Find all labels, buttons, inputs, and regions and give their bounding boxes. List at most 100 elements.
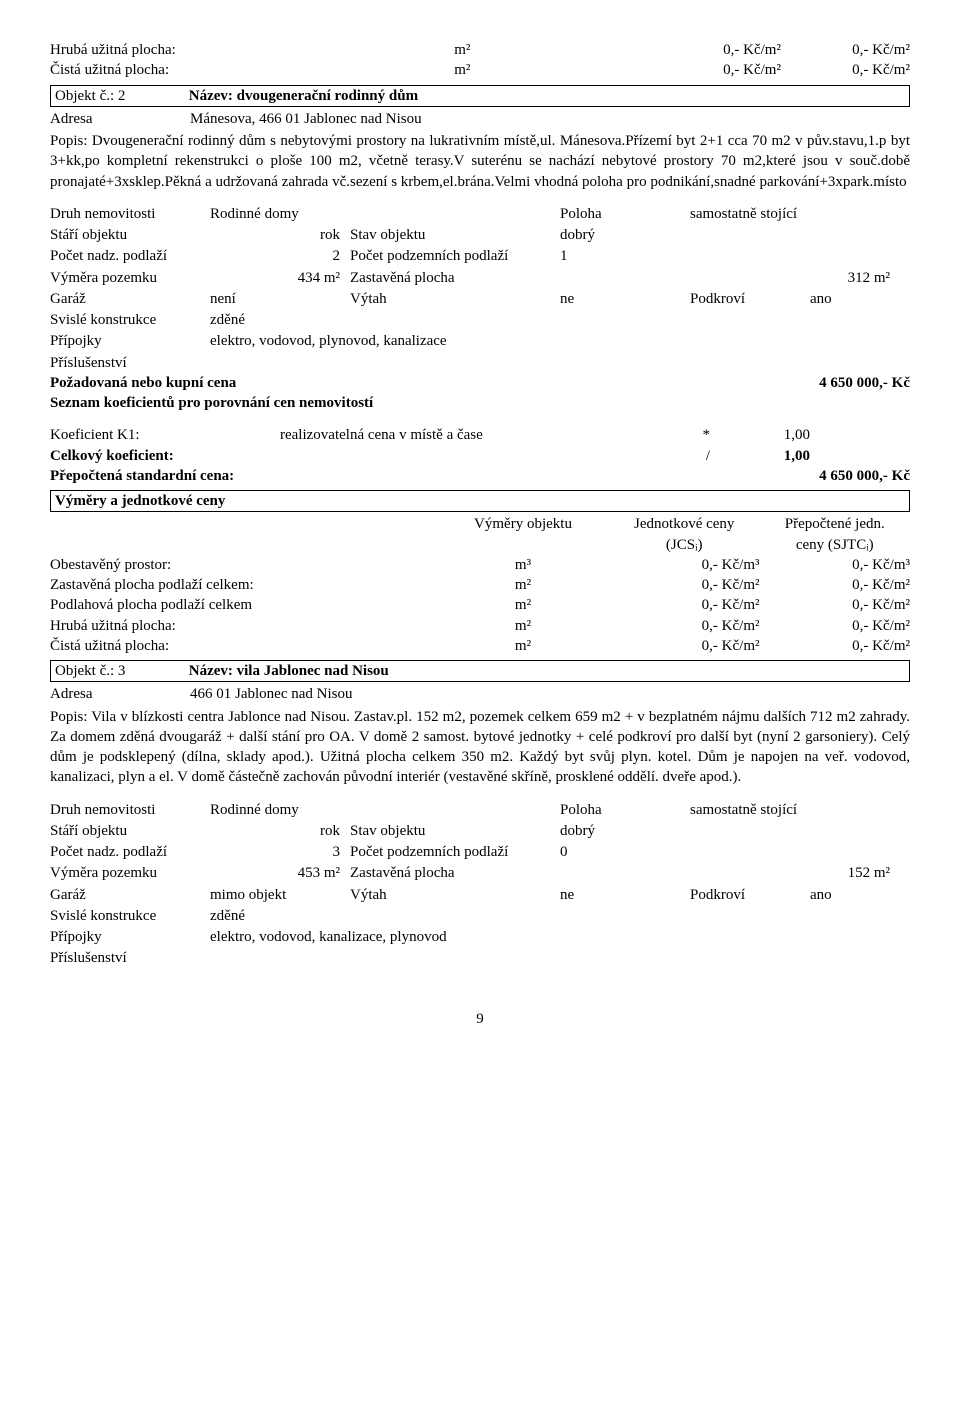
spec-label: Počet podzemních podlaží bbox=[350, 246, 560, 266]
spec-value: dobrý bbox=[560, 225, 690, 245]
spec-label: Přípojky bbox=[50, 927, 210, 947]
unit: m² bbox=[454, 60, 626, 80]
spec-label: Podkroví bbox=[690, 289, 810, 309]
m-a: 0,- Kč/m² bbox=[609, 616, 760, 636]
spec-value: Rodinné domy bbox=[210, 204, 350, 224]
measures-row: Zastavěná plocha podlaží celkem: m² 0,- … bbox=[50, 575, 910, 595]
k1-sym: * bbox=[650, 425, 710, 445]
objekt-2-popis: Popis: Dvougenerační rodinný dům s nebyt… bbox=[50, 131, 910, 192]
m-b: 0,- Kč/m³ bbox=[760, 555, 911, 575]
m-label: Podlahová plocha podlaží celkem bbox=[50, 595, 437, 615]
head-c2: ceny (SJTCᵢ) bbox=[760, 535, 911, 555]
spec-label: Výměra pozemku bbox=[50, 268, 210, 288]
spec-value: 434 m² bbox=[210, 268, 350, 288]
spec-value: 312 m² bbox=[810, 268, 890, 288]
m-a: 0,- Kč/m² bbox=[609, 575, 760, 595]
measures-row: Hrubá užitná plocha: m² 0,- Kč/m² 0,- Kč… bbox=[50, 616, 910, 636]
head-b2: (JCSᵢ) bbox=[609, 535, 760, 555]
spec-label: Počet podzemních podlaží bbox=[350, 842, 560, 862]
unit: m² bbox=[454, 40, 626, 60]
label: Hrubá užitná plocha: bbox=[50, 40, 454, 60]
spec-label: Zastavěná plocha bbox=[350, 268, 560, 288]
m-unit: m² bbox=[437, 616, 609, 636]
spec-value: ano bbox=[810, 289, 890, 309]
spec-label: Počet nadz. podlaží bbox=[50, 246, 210, 266]
m-a: 0,- Kč/m² bbox=[609, 595, 760, 615]
spec-value: ne bbox=[560, 885, 690, 905]
ck-val: 1,00 bbox=[710, 446, 810, 466]
adresa-label: Adresa bbox=[50, 684, 190, 704]
spec-label: Garáž bbox=[50, 289, 210, 309]
page-number: 9 bbox=[50, 1009, 910, 1029]
m-label: Čistá užitná plocha: bbox=[50, 636, 437, 656]
objekt-name: Název: vila Jablonec nad Nisou bbox=[189, 663, 389, 679]
objekt-2-price: Požadovaná nebo kupní cena 4 650 000,- K… bbox=[50, 373, 910, 393]
spec-label: Stav objektu bbox=[350, 821, 560, 841]
val-a: 0,- Kč/m² bbox=[626, 40, 781, 60]
top-line-2: Čistá užitná plocha: m² 0,- Kč/m² 0,- Kč… bbox=[50, 60, 910, 80]
spec-value: není bbox=[210, 289, 350, 309]
measures-row: Obestavěný prostor: m³ 0,- Kč/m³ 0,- Kč/… bbox=[50, 555, 910, 575]
top-lines: Hrubá užitná plocha: m² 0,- Kč/m² 0,- Kč… bbox=[50, 40, 910, 81]
spec-value: rok bbox=[210, 821, 350, 841]
m-unit: m² bbox=[437, 636, 609, 656]
objekt-3-adresa: Adresa 466 01 Jablonec nad Nisou bbox=[50, 684, 910, 704]
objekt-id: Objekt č.: 3 bbox=[55, 661, 185, 681]
objekt-2-adresa: Adresa Mánesova, 466 01 Jablonec nad Nis… bbox=[50, 109, 910, 129]
spec-value: 2 bbox=[210, 246, 350, 266]
spec-label: Poloha bbox=[560, 800, 690, 820]
m-a: 0,- Kč/m³ bbox=[609, 555, 760, 575]
spec-label: Druh nemovitosti bbox=[50, 204, 210, 224]
spec-label: Stáří objektu bbox=[50, 821, 210, 841]
spec-value: zděné bbox=[210, 310, 890, 330]
objekt-id: Objekt č.: 2 bbox=[55, 86, 185, 106]
spec-label: Zastavěná plocha bbox=[350, 863, 560, 883]
spec-label: Svislé konstrukce bbox=[50, 310, 210, 330]
objekt-3-header: Objekt č.: 3 Název: vila Jablonec nad Ni… bbox=[50, 660, 910, 682]
spec-label: Stáří objektu bbox=[50, 225, 210, 245]
spec-value: Rodinné domy bbox=[210, 800, 350, 820]
objekt-2-header: Objekt č.: 2 Název: dvougenerační rodinn… bbox=[50, 85, 910, 107]
spec-label: Přípojky bbox=[50, 331, 210, 351]
spec-label: Počet nadz. podlaží bbox=[50, 842, 210, 862]
spec-value: elektro, vodovod, kanalizace, plynovod bbox=[210, 927, 890, 947]
k1-val: 1,00 bbox=[710, 425, 810, 445]
objekt-2-measures-header: Výměry a jednotkové ceny bbox=[50, 490, 910, 512]
spec-value: dobrý bbox=[560, 821, 690, 841]
spec-value: mimo objekt bbox=[210, 885, 350, 905]
top-line-1: Hrubá užitná plocha: m² 0,- Kč/m² 0,- Kč… bbox=[50, 40, 910, 60]
spec-label: Svislé konstrukce bbox=[50, 906, 210, 926]
spec-value: 3 bbox=[210, 842, 350, 862]
m-label: Zastavěná plocha podlaží celkem: bbox=[50, 575, 437, 595]
spec-value: elektro, vodovod, plynovod, kanalizace bbox=[210, 331, 890, 351]
val-b: 0,- Kč/m² bbox=[781, 40, 910, 60]
m-label: Obestavěný prostor: bbox=[50, 555, 437, 575]
k1-label: Koeficient K1: bbox=[50, 425, 280, 445]
spec-label: Výtah bbox=[350, 885, 560, 905]
head-a: Výměry objektu bbox=[437, 514, 609, 534]
measures-row: Čistá užitná plocha: m² 0,- Kč/m² 0,- Kč… bbox=[50, 636, 910, 656]
spec-value: samostatně stojící bbox=[690, 204, 890, 224]
adresa-label: Adresa bbox=[50, 109, 190, 129]
m-b: 0,- Kč/m² bbox=[760, 636, 911, 656]
spec-label: Stav objektu bbox=[350, 225, 560, 245]
measures-head-2: (JCSᵢ) ceny (SJTCᵢ) bbox=[50, 535, 910, 555]
std-label: Přepočtená standardní cena: bbox=[50, 466, 234, 486]
spec-label: Podkroví bbox=[690, 885, 810, 905]
ck-label: Celkový koeficient: bbox=[50, 446, 280, 466]
objekt-2-koef: Koeficient K1: realizovatelná cena v mís… bbox=[50, 425, 910, 486]
head-c: Přepočtené jedn. bbox=[760, 514, 911, 534]
koef-std: Přepočtená standardní cena: 4 650 000,- … bbox=[50, 466, 910, 486]
val-a: 0,- Kč/m² bbox=[626, 60, 781, 80]
koef-k1: Koeficient K1: realizovatelná cena v mís… bbox=[50, 425, 910, 445]
ck-sym: / bbox=[650, 446, 710, 466]
measures-title: Výměry a jednotkové ceny bbox=[55, 493, 225, 509]
spec-value: 453 m² bbox=[210, 863, 350, 883]
spec-value: 0 bbox=[560, 842, 690, 862]
objekt-3-specs: Druh nemovitosti Rodinné domy Poloha sam… bbox=[50, 800, 910, 969]
adresa-value: 466 01 Jablonec nad Nisou bbox=[190, 684, 910, 704]
m-b: 0,- Kč/m² bbox=[760, 616, 911, 636]
m-unit: m² bbox=[437, 595, 609, 615]
m-label: Hrubá užitná plocha: bbox=[50, 616, 437, 636]
koef-title: Seznam koeficientů pro porovnání cen nem… bbox=[50, 393, 910, 413]
